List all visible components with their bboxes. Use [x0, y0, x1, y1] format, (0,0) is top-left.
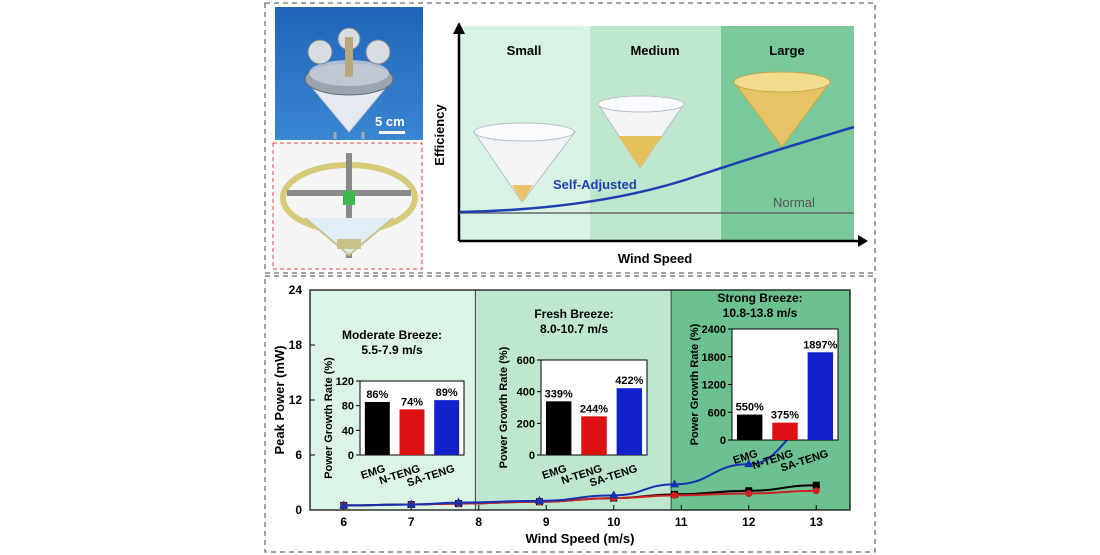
y-axis-label: Peak Power (mW): [272, 345, 287, 454]
x-tick-label: 13: [810, 515, 824, 529]
series-2-point: [535, 495, 544, 504]
region-medium-label: Medium: [630, 43, 679, 58]
x-tick-label: 7: [408, 515, 415, 529]
series-1-point: [745, 490, 753, 497]
region-moderate-label: Moderate Breeze:: [342, 328, 442, 342]
cone-small: [473, 122, 577, 203]
x-axis-label: Wind Speed (m/s): [526, 531, 635, 546]
inset-data-label: 244%: [580, 403, 608, 415]
cone-large: [733, 71, 831, 148]
inset-data-label: 89%: [436, 387, 458, 399]
inset-bar-chart-1: 0200400600339%EMG244%N-TENG422%SA-TENGPo…: [498, 346, 648, 490]
y-tick-label: 6: [295, 448, 302, 462]
y-tick-label: 24: [289, 283, 303, 297]
y-tick-label: 12: [289, 393, 303, 407]
concept-y-label: Efficiency: [432, 104, 447, 166]
x-tick-label: 8: [475, 515, 482, 529]
inset-y-tick-label: 0: [720, 435, 726, 447]
region-small-label: Small: [507, 43, 542, 58]
series-2-point: [744, 459, 754, 468]
inset-data-label: 550%: [736, 402, 764, 414]
inset-y-tick-label: 1200: [702, 380, 726, 392]
series-2-point: [454, 497, 463, 506]
device-model-illustration: [280, 153, 418, 258]
inset-y-tick-label: 400: [517, 387, 535, 399]
x-tick-label: 11: [675, 515, 688, 529]
region-large-label: Large: [769, 43, 804, 58]
inset-y-tick-label: 1800: [702, 352, 726, 364]
series-2-point: [609, 490, 619, 499]
scale-label: 5 cm: [375, 114, 405, 129]
inset-data-label: 1897%: [803, 339, 837, 351]
y-tick-label: 18: [289, 338, 303, 352]
inset-y-tick-label: 200: [517, 418, 535, 430]
device-model-render: [275, 143, 423, 268]
concept-x-arrow: [858, 235, 868, 247]
inset-bar-emg: [545, 401, 572, 455]
region-strong-range: 10.8-13.8 m/s: [723, 306, 798, 320]
x-tick-label: 9: [543, 515, 550, 529]
series-0-point: [812, 481, 820, 489]
inset-y-tick-label: 0: [348, 450, 354, 462]
inset-data-label: 74%: [401, 396, 423, 408]
device-photo: 5 cm: [275, 7, 423, 140]
inset-data-label: 422%: [615, 375, 643, 387]
scale-bar: [379, 131, 405, 134]
inset-y-label: Power Growth Rate (%): [498, 346, 510, 468]
inset-y-tick-label: 40: [342, 425, 354, 437]
inset-y-tick-label: 600: [708, 407, 726, 419]
peak-power-chart: 6 7 8 9 10 11 12 13 0 6 12 18 24 Wind Speed (m/s) Pe…: [272, 283, 851, 546]
concept-x-label: Wind Speed: [618, 251, 692, 266]
series-1-point: [812, 487, 820, 495]
x-tick-label: 10: [607, 515, 621, 529]
inset-y-label: Power Growth Rate (%): [689, 323, 701, 445]
x-tick-label: 6: [340, 515, 347, 529]
series-2-point: [406, 499, 416, 508]
region-fresh-label: Fresh Breeze:: [534, 307, 613, 321]
series-2-point: [339, 500, 349, 509]
series-1-point: [671, 491, 678, 499]
inset-y-tick-label: 2400: [702, 324, 726, 336]
inset-bar-emg: [736, 414, 763, 440]
inset-data-label: 339%: [545, 388, 573, 400]
cone-medium: [597, 95, 685, 169]
inset-bar-n-teng: [772, 422, 798, 440]
inset-bar-sa-teng: [807, 352, 834, 440]
region-strong-label: Strong Breeze:: [717, 291, 802, 305]
inset-y-label: Power Growth Rate (%): [323, 357, 335, 479]
normal-label: Normal: [773, 195, 815, 210]
inset-y-tick-label: 0: [529, 450, 535, 462]
bottom-panel-border: [264, 275, 876, 553]
series-2-point: [670, 479, 679, 488]
render-border: [272, 142, 423, 270]
region-fresh-range: 8.0-10.7 m/s: [540, 322, 608, 336]
y-tick-label: 0: [295, 503, 302, 517]
concept-chart: Small Medium Large Wind Speed Efficiency: [432, 22, 868, 266]
inset-bar-n-teng: [581, 416, 607, 455]
device-illustration: [304, 27, 394, 139]
inset-y-tick-label: 120: [336, 376, 354, 388]
top-panel-border: [264, 2, 876, 274]
inset-bar-n-teng: [399, 409, 425, 455]
inset-bar-sa-teng: [616, 388, 643, 455]
inset-bar-emg: [364, 401, 390, 455]
self-adjusted-curve: [459, 125, 855, 214]
region-moderate-range: 5.5-7.9 m/s: [361, 343, 423, 357]
concept-y-arrow: [453, 22, 465, 34]
inset-bar-sa-teng: [434, 400, 460, 455]
self-adjusted-label: Self-Adjusted: [553, 177, 637, 192]
inset-data-label: 375%: [771, 410, 799, 422]
inset-data-label: 86%: [366, 389, 388, 401]
inset-y-tick-label: 600: [517, 355, 535, 367]
x-tick-label: 12: [742, 515, 756, 529]
inset-y-tick-label: 80: [342, 401, 354, 413]
